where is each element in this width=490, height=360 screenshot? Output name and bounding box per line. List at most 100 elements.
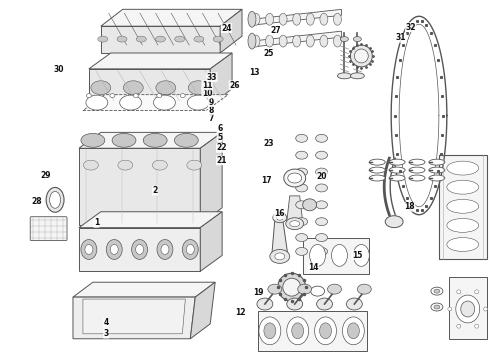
Ellipse shape [182,239,198,260]
Polygon shape [83,299,185,334]
Ellipse shape [174,133,198,147]
Ellipse shape [252,13,260,25]
Ellipse shape [175,36,185,42]
Polygon shape [89,69,210,105]
Ellipse shape [347,323,359,339]
Ellipse shape [295,134,308,142]
Ellipse shape [86,94,91,98]
Ellipse shape [287,298,303,310]
Ellipse shape [83,160,98,170]
Polygon shape [73,297,196,339]
Ellipse shape [353,37,361,41]
Ellipse shape [49,192,61,208]
Ellipse shape [332,244,347,266]
Text: 13: 13 [249,68,260,77]
Text: 3: 3 [103,329,109,338]
Text: 10: 10 [202,89,212,98]
Ellipse shape [46,188,64,212]
Ellipse shape [276,215,283,220]
Ellipse shape [110,244,118,255]
Text: 29: 29 [40,171,50,180]
Ellipse shape [213,36,223,42]
Ellipse shape [187,160,202,170]
Text: 6: 6 [217,124,222,133]
Text: 22: 22 [217,143,227,152]
Ellipse shape [369,167,385,173]
Ellipse shape [161,244,169,255]
Ellipse shape [283,278,301,296]
Polygon shape [258,311,368,351]
Text: 33: 33 [207,73,217,82]
Ellipse shape [447,219,479,232]
Text: 31: 31 [395,33,406,42]
Polygon shape [101,26,220,53]
Ellipse shape [295,168,308,176]
Ellipse shape [447,161,479,175]
Ellipse shape [303,199,317,211]
Ellipse shape [278,273,306,301]
Ellipse shape [295,201,308,209]
Polygon shape [439,155,487,260]
Ellipse shape [86,95,108,110]
Polygon shape [83,95,228,111]
Polygon shape [287,196,303,222]
Polygon shape [200,132,222,225]
Ellipse shape [316,247,327,255]
Text: 18: 18 [404,202,415,211]
Ellipse shape [341,37,348,41]
Ellipse shape [257,298,273,310]
Ellipse shape [316,234,327,242]
Text: 21: 21 [217,156,227,165]
Text: 19: 19 [253,288,264,297]
Ellipse shape [81,133,105,147]
Ellipse shape [194,36,204,42]
Ellipse shape [385,216,403,228]
Ellipse shape [279,13,287,25]
Ellipse shape [353,244,369,266]
Ellipse shape [350,73,365,79]
Polygon shape [79,212,222,228]
Ellipse shape [275,253,285,260]
Ellipse shape [448,307,452,311]
Ellipse shape [306,13,314,25]
Ellipse shape [268,284,282,294]
Ellipse shape [117,36,127,42]
Ellipse shape [316,134,327,142]
Ellipse shape [456,295,480,323]
Polygon shape [210,53,232,105]
Text: 5: 5 [217,132,222,141]
Ellipse shape [311,286,324,296]
FancyBboxPatch shape [30,217,67,240]
Ellipse shape [286,218,304,230]
Ellipse shape [484,307,488,311]
Ellipse shape [204,94,209,98]
Ellipse shape [98,36,108,42]
Ellipse shape [295,218,308,226]
Ellipse shape [447,199,479,213]
Ellipse shape [316,151,327,159]
Ellipse shape [389,167,405,173]
Ellipse shape [298,284,312,294]
Ellipse shape [343,317,365,345]
Ellipse shape [334,35,342,47]
Ellipse shape [316,184,327,192]
Ellipse shape [429,167,445,173]
Text: 12: 12 [235,308,245,317]
Ellipse shape [369,175,385,181]
Ellipse shape [155,36,166,42]
Ellipse shape [136,36,146,42]
Text: 4: 4 [103,318,109,327]
Ellipse shape [295,247,308,255]
Ellipse shape [288,173,302,183]
Polygon shape [200,212,222,271]
Ellipse shape [429,175,445,181]
Ellipse shape [315,317,337,345]
Ellipse shape [132,239,147,260]
Ellipse shape [461,301,475,317]
Ellipse shape [434,305,440,309]
Ellipse shape [270,249,290,264]
Ellipse shape [133,94,138,98]
Ellipse shape [409,159,425,165]
Ellipse shape [248,11,256,27]
Ellipse shape [354,49,368,63]
